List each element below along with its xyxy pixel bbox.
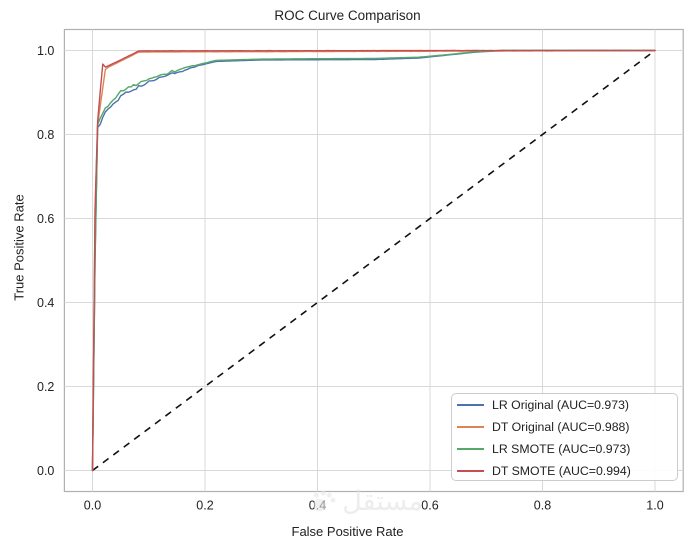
svg-text:0.8: 0.8 — [534, 499, 551, 513]
svg-text:0.6: 0.6 — [421, 499, 438, 513]
svg-text:1.0: 1.0 — [37, 44, 54, 58]
svg-text:1.0: 1.0 — [646, 499, 663, 513]
svg-text:0.6: 0.6 — [37, 212, 54, 226]
svg-text:0.0: 0.0 — [37, 464, 54, 478]
svg-text:0.0: 0.0 — [84, 499, 101, 513]
svg-text:0.8: 0.8 — [37, 128, 54, 142]
svg-text:0.4: 0.4 — [37, 296, 54, 310]
svg-text:0.2: 0.2 — [196, 499, 213, 513]
svg-text:0.2: 0.2 — [37, 380, 54, 394]
